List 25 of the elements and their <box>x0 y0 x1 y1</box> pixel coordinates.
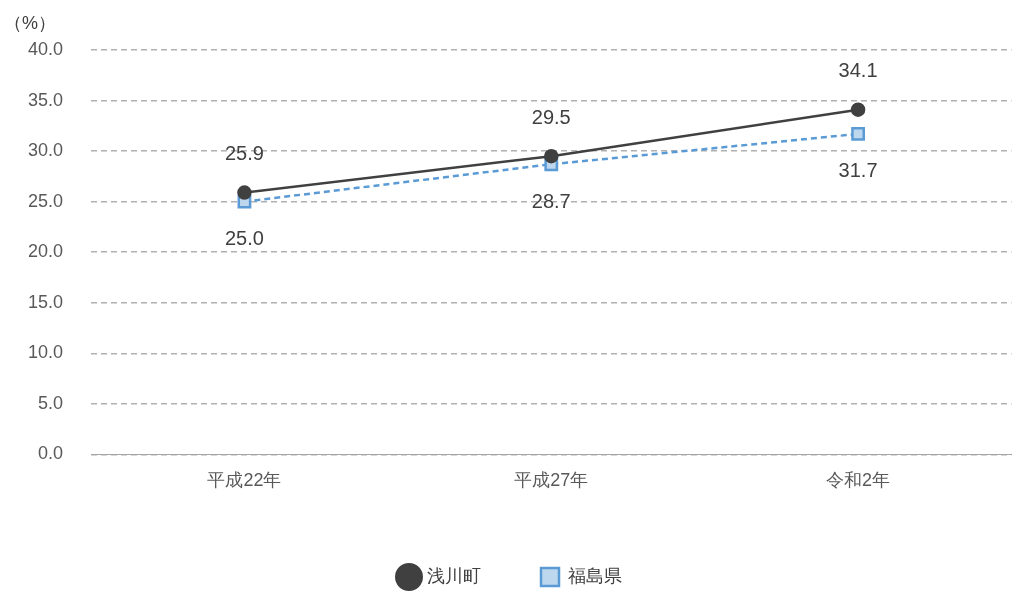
y-axis-title: （%） <box>4 12 57 33</box>
data-label: 25.9 <box>224 142 264 165</box>
data-label: 31.7 <box>838 159 878 182</box>
data-label: 25.0 <box>224 227 264 250</box>
x-tick-label: 平成22年 <box>207 470 282 491</box>
data-label: 28.7 <box>531 189 571 212</box>
data-label: 29.5 <box>531 105 571 128</box>
point <box>544 148 559 164</box>
x-tick-label: 平成27年 <box>514 470 589 491</box>
y-tick-label: 25.0 <box>27 190 64 211</box>
y-tick-label: 15.0 <box>27 291 64 312</box>
legend-label: 福島県 <box>568 565 622 586</box>
y-tick-label: 10.0 <box>27 342 64 363</box>
x-tick-label: 令和2年 <box>826 470 891 491</box>
y-tick-label: 35.0 <box>27 89 64 110</box>
y-tick-label: 30.0 <box>27 140 64 161</box>
y-tick-label: 0.0 <box>38 443 64 464</box>
point <box>237 185 252 200</box>
y-tick-label: 40.0 <box>27 38 64 59</box>
point <box>850 102 866 117</box>
legend-label: 浅川町 <box>427 565 481 586</box>
y-tick-label: 20.0 <box>27 241 64 262</box>
data-label: 34.1 <box>838 59 878 82</box>
point <box>851 127 865 141</box>
y-tick-label: 5.0 <box>38 392 64 413</box>
